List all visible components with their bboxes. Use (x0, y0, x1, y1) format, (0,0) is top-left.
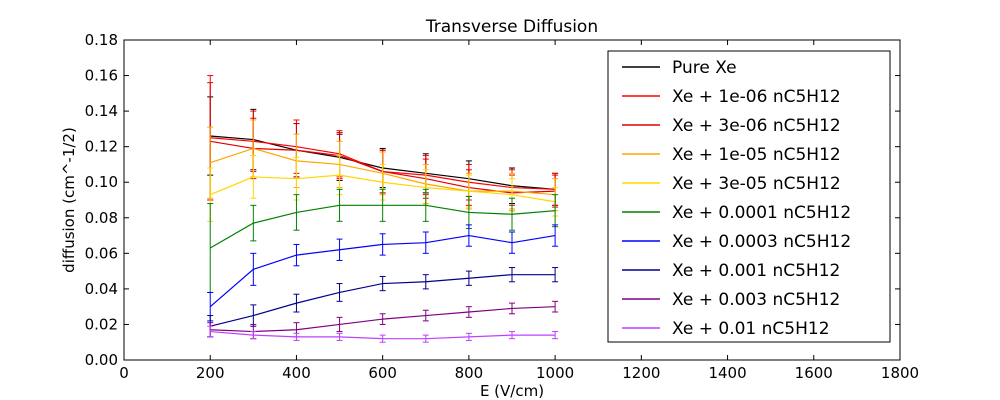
x-tick-label: 400 (282, 364, 311, 382)
y-tick-label: 0.08 (85, 209, 118, 227)
y-tick-label: 0.06 (85, 244, 118, 262)
series-7 (207, 267, 559, 338)
legend-label: Xe + 1e-06 nC5H12 (672, 87, 841, 107)
legend-label: Xe + 3e-06 nC5H12 (672, 116, 841, 136)
series-8 (207, 300, 559, 340)
x-tick-label: 0 (119, 364, 129, 382)
legend-label: Xe + 0.0001 nC5H12 (672, 203, 851, 223)
x-tick-label: 600 (368, 364, 397, 382)
x-tick-label: 1000 (536, 364, 574, 382)
y-tick-label: 0.02 (85, 315, 118, 333)
x-tick-label: 800 (455, 364, 484, 382)
y-tick-label: 0.00 (85, 351, 118, 369)
legend-label: Pure Xe (672, 58, 737, 78)
plot-area-frame (123, 39, 901, 361)
x-tick-label: 1400 (708, 364, 746, 382)
y-tick-label: 0.18 (85, 31, 118, 49)
y-tick-label: 0.10 (85, 173, 118, 191)
x-tick-label: 1600 (795, 364, 833, 382)
plot-marks (207, 75, 559, 343)
legend-label: Xe + 3e-05 nC5H12 (672, 174, 841, 194)
x-axis: 0 200 400 600 800 1000 1200 1400 1600 1800 (119, 40, 919, 382)
legend-label: Xe + 1e-05 nC5H12 (672, 145, 841, 165)
legend: Pure Xe Xe + 1e-06 nC5H12 Xe + 3e-06 nC5H1… (607, 50, 891, 343)
y-tick-label: 0.04 (85, 280, 118, 298)
x-tick-label: 200 (196, 364, 225, 382)
y-axis-label: diffusion (cm^-1/2) (60, 127, 78, 273)
x-tick-label: 1800 (881, 364, 919, 382)
legend-label: Xe + 0.001 nC5H12 (672, 261, 840, 281)
series-9 (207, 325, 559, 343)
y-tick-label: 0.12 (85, 138, 118, 156)
y-axis: 0.00 0.02 0.04 0.06 0.08 0.10 0.12 0.14 0.16 0.18 (85, 31, 900, 369)
y-tick-label: 0.14 (85, 102, 118, 120)
y-tick-label: 0.16 (85, 67, 118, 85)
x-axis-label: E (V/cm) (480, 382, 544, 400)
chart-title: Transverse Diffusion (425, 17, 598, 37)
legend-label: Xe + 0.003 nC5H12 (672, 290, 840, 310)
legend-box (607, 50, 891, 343)
legend-label: Xe + 0.0003 nC5H12 (672, 232, 851, 252)
series-6 (207, 224, 559, 322)
x-tick-label: 1200 (622, 364, 660, 382)
legend-label: Xe + 0.01 nC5H12 (672, 319, 830, 339)
